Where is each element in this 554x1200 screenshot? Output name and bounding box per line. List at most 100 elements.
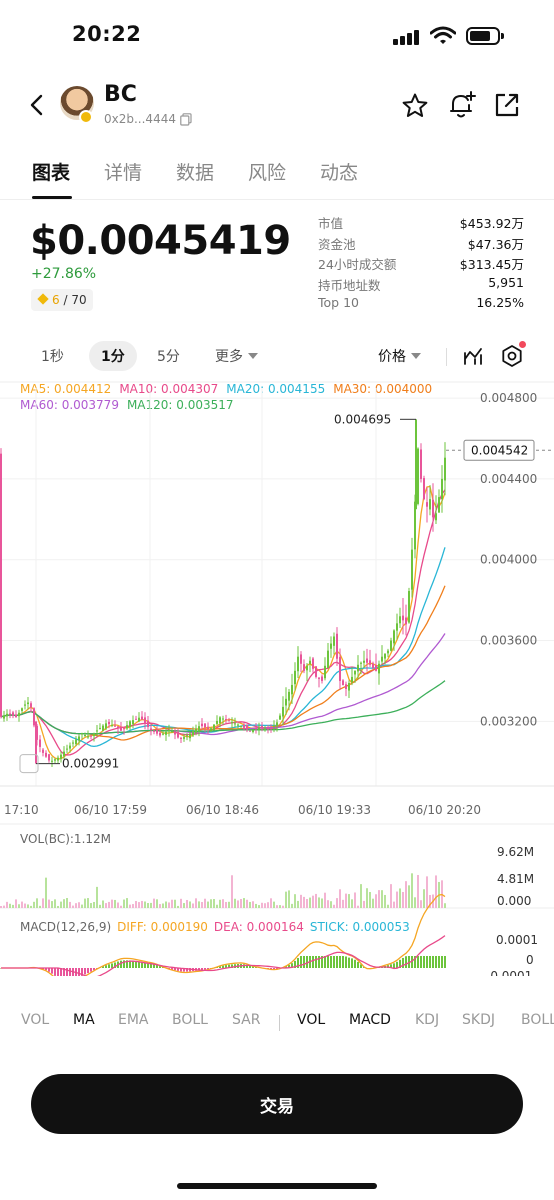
price-chart[interactable]: 0.004800 0.004400 0.004000 0.003600 0.003200… — [0, 376, 554, 976]
back-arrow-icon[interactable] — [26, 92, 48, 118]
candle-body — [354, 670, 356, 675]
candle-body — [120, 727, 122, 731]
tab-risk[interactable]: 风险 — [248, 162, 287, 184]
candle-body — [330, 643, 332, 649]
indicator-ema[interactable]: EMA — [118, 1012, 149, 1028]
candle-body — [33, 708, 35, 726]
candle-body — [228, 720, 230, 722]
macd-histogram-bar — [135, 961, 137, 968]
candle-body — [423, 478, 425, 500]
volume-tick-label: 4.81M — [497, 872, 534, 886]
candle-body — [297, 656, 299, 672]
candle-body — [201, 723, 203, 727]
candle-body — [186, 735, 188, 737]
macd-histogram-bar — [393, 963, 395, 968]
favorite-star-icon[interactable] — [401, 92, 429, 120]
macd-histogram-bar — [249, 965, 251, 968]
macd-histogram-bar — [153, 964, 155, 968]
volume-bar — [126, 898, 128, 908]
candle-body — [321, 676, 323, 681]
candle-body — [189, 733, 191, 739]
volume-bar — [426, 876, 428, 908]
volume-bar — [15, 899, 17, 908]
volume-bar — [99, 904, 101, 908]
indicator-boll[interactable]: BOLL — [172, 1012, 208, 1028]
macd-histogram-bar — [114, 962, 116, 968]
indicator-kdj[interactable]: KDJ — [415, 1012, 440, 1028]
indicator-chart-icon[interactable] — [462, 345, 484, 367]
tab-chart[interactable]: 图表 — [32, 162, 71, 184]
macd-histogram-bar — [174, 968, 176, 971]
volume-bar — [18, 904, 20, 908]
volume-bar — [162, 903, 164, 908]
y-tick-label: 0.003200 — [480, 714, 537, 728]
candle-body — [315, 666, 317, 677]
indicator-boll-sub[interactable]: BOLL — [521, 1012, 554, 1028]
volume-bar — [306, 899, 308, 908]
x-tick-label: 06/10 18:46 — [186, 803, 259, 817]
indicator-vol[interactable]: VOL — [297, 1012, 326, 1028]
indicator-sar[interactable]: SAR — [232, 1012, 261, 1028]
tab-details[interactable]: 详情 — [104, 162, 143, 184]
volume-bar — [336, 898, 338, 908]
candle-body — [429, 499, 431, 510]
volume-bar — [372, 898, 374, 908]
timeframe-1m[interactable]: 1分 — [89, 341, 137, 371]
tab-activity[interactable]: 动态 — [320, 162, 359, 184]
candle-body — [342, 680, 344, 685]
candle-body — [219, 717, 221, 724]
volume-bar — [393, 901, 395, 908]
timeframe-1s[interactable]: 1秒 — [41, 349, 64, 365]
indicator-bar: VOL MA EMA BOLL SAR VOL MACD KDJ SKDJ BO… — [0, 1010, 554, 1034]
indicator-vol-main[interactable]: VOL — [21, 1012, 50, 1028]
candle-body — [285, 698, 287, 706]
candle-body — [144, 717, 146, 724]
candle-body — [348, 682, 350, 691]
candle-body — [213, 724, 215, 731]
copy-icon[interactable] — [180, 113, 192, 126]
volume-bar — [87, 898, 89, 908]
volume-bar — [78, 902, 80, 908]
volume-bar — [84, 898, 86, 908]
volume-bar — [318, 897, 320, 908]
candle-body — [69, 745, 71, 749]
macd-diff: DIFF: 0.000190 — [117, 920, 208, 934]
volume-bar — [66, 898, 68, 908]
volume-bar — [216, 904, 218, 908]
settings-hexagon-icon[interactable] — [500, 344, 524, 368]
volume-bar — [222, 899, 224, 908]
volume-bar — [264, 903, 266, 908]
macd-histogram-bar — [105, 965, 107, 968]
volume-bar — [147, 903, 149, 908]
volume-bar — [258, 905, 260, 908]
volume-bar — [114, 899, 116, 908]
volume-bar — [252, 901, 254, 908]
volume-bar — [276, 905, 278, 908]
stat-row: 资金池 $47.36万 — [318, 234, 524, 255]
candle-body — [372, 663, 374, 668]
security-score-chip[interactable]: 6 / 70 — [31, 289, 93, 311]
volume-bar — [360, 884, 362, 908]
macd-histogram-bar — [336, 956, 338, 968]
volume-bar — [51, 901, 53, 908]
share-icon[interactable] — [494, 92, 520, 118]
status-bar: 20:22 — [0, 0, 554, 76]
indicator-skdj[interactable]: SKDJ — [462, 1012, 495, 1028]
indicator-macd[interactable]: MACD — [349, 1012, 391, 1028]
price-mode-dropdown[interactable]: 价格 — [378, 346, 421, 366]
macd-histogram-bar — [246, 964, 248, 968]
volume-bar — [60, 901, 62, 908]
macd-histogram-bar — [315, 956, 317, 968]
tab-data[interactable]: 数据 — [176, 162, 215, 184]
price-alert-icon[interactable] — [447, 90, 477, 120]
trade-button[interactable]: 交易 — [31, 1074, 523, 1134]
timeframe-5m[interactable]: 5分 — [157, 349, 180, 365]
candle-body — [291, 684, 293, 695]
candle-body — [252, 730, 254, 732]
macd-histogram-bar — [69, 968, 71, 976]
indicator-ma[interactable]: MA — [73, 1012, 95, 1028]
volume-bar — [93, 901, 95, 908]
candle-body — [111, 724, 113, 726]
more-timeframes-dropdown[interactable]: 更多 — [215, 346, 258, 366]
candle-body — [117, 726, 119, 729]
